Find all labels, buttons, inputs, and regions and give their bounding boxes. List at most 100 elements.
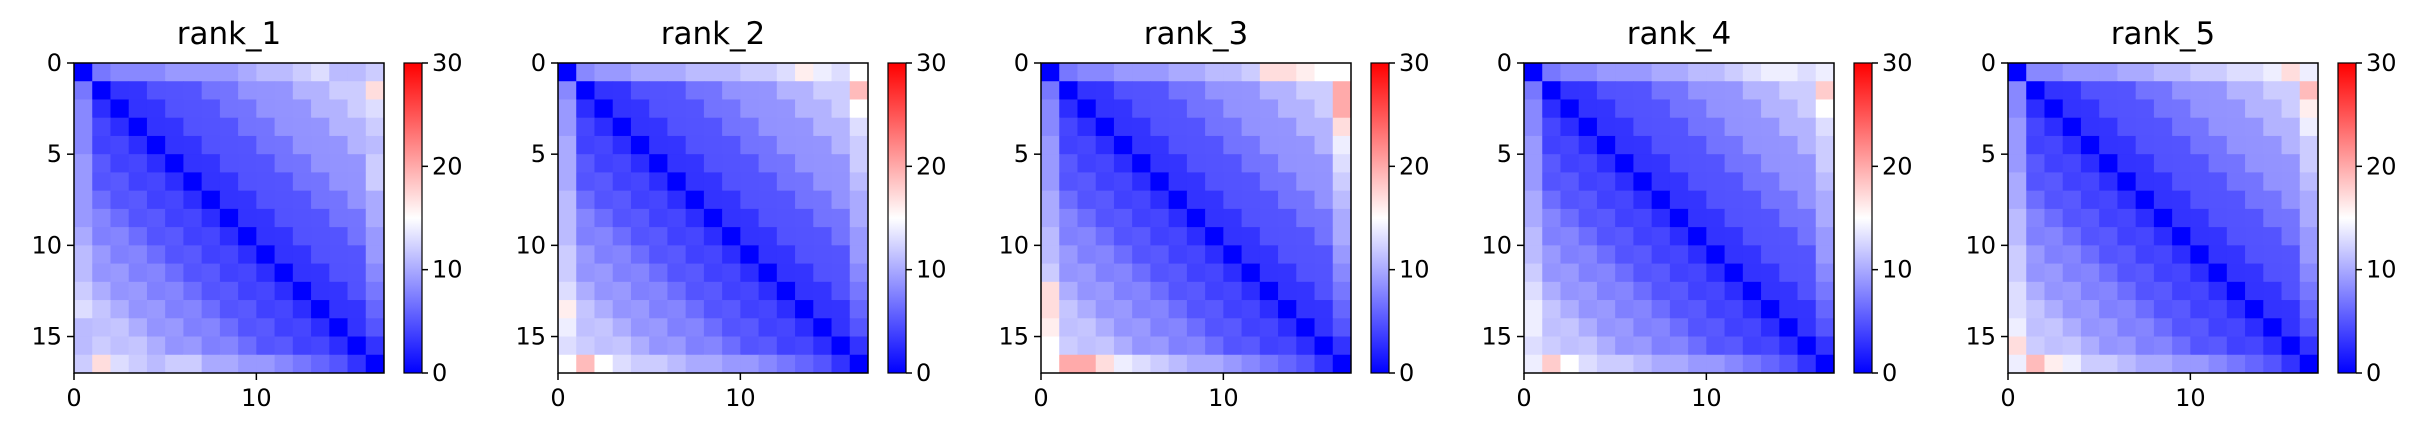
heatmap-cell [1278,172,1297,192]
heatmap-cell [594,245,614,265]
heatmap-cell [1779,263,1799,283]
heatmap-cell [329,318,349,338]
heatmap-cell [576,154,595,173]
heatmap-cell [594,336,614,356]
heatmap-cell [183,354,203,374]
heatmap-cell [612,336,632,356]
heatmap-cell [1761,227,1780,246]
heatmap-cell [667,354,687,374]
heatmap-cell [1041,190,1060,210]
heatmap-cell [1615,154,1634,173]
heatmap-cell [1669,281,1689,301]
heatmap-cell [347,227,367,246]
heatmap-cell [2299,336,2319,356]
heatmap-cell [1560,99,1580,119]
heatmap-cell [74,336,93,356]
x-tick-label: 10 [1691,384,1722,412]
heatmap-cell [165,336,184,356]
heatmap-cell [1168,208,1188,228]
heatmap-cell [1669,190,1689,210]
heatmap-cell [685,336,705,356]
heatmap-cell [1259,117,1279,137]
heatmap-cell [92,117,111,137]
heatmap-cell [2190,154,2210,173]
heatmap-cell [2099,172,2118,192]
heatmap-cell [2062,117,2082,137]
heatmap-cell [1095,81,1115,100]
heatmap-cell [1077,300,1097,319]
heatmap-cell [776,117,796,137]
heatmap-cell [2190,318,2210,338]
heatmap-cell [2245,281,2264,301]
colorbar-tick-label: 10 [1882,256,1913,284]
heatmap-cell [558,81,577,100]
heatmap-cell [256,300,276,319]
heatmap-cell [630,263,650,283]
heatmap-cell [1761,63,1780,82]
heatmap-cells [558,63,869,374]
heatmap-cell [558,318,577,338]
heatmap-cell [110,300,130,319]
heatmap-cell [74,172,93,192]
heatmap-cell [2299,354,2319,374]
heatmap-cell [2099,117,2118,137]
heatmap-cell [558,263,577,283]
heatmap-cell [146,300,166,319]
heatmap-cell [1761,263,1780,283]
heatmap-cell [1041,135,1060,155]
x-tick-label: 0 [1516,384,1531,412]
heatmap-cell [740,208,760,228]
heatmap-cell [649,245,668,265]
heatmap-cell [1095,318,1115,338]
heatmap-cell [219,245,239,265]
heatmap-cell [1815,135,1835,155]
heatmap-cell [1742,336,1762,356]
heatmap-cell [1669,154,1689,173]
heatmap-cell [311,172,330,192]
heatmap-cell [740,172,760,192]
heatmap-cell [1077,318,1097,338]
heatmap-cell [813,208,833,228]
heatmap-cell [128,99,148,119]
heatmap-cell [2299,227,2319,246]
heatmap-cell [576,263,595,283]
heatmap-cell [758,154,778,173]
heatmap-cell [2281,318,2301,338]
y-tick-label: 10 [31,231,62,259]
heatmap-cell [667,117,687,137]
heatmap-cell [146,63,166,82]
heatmap-cell [1077,63,1097,82]
heatmap-cell [1815,336,1835,356]
heatmap-cell [831,354,851,374]
heatmap-cell [649,208,668,228]
heatmap-cell [1688,208,1707,228]
heatmap-cell [2099,208,2118,228]
heatmap-cell [2135,318,2155,338]
heatmap-cell [2190,336,2210,356]
heatmap-cell [1651,318,1671,338]
heatmap-cell [1797,245,1817,265]
heatmap-cell [1077,354,1097,374]
heatmap-cell [1223,63,1243,82]
heatmap-cell [795,117,814,137]
heatmap-cell [347,135,367,155]
heatmap-cell [1332,190,1352,210]
heatmap-cell [2117,245,2137,265]
heatmap-cell [1186,227,1206,246]
heatmap-cell [1113,263,1133,283]
heatmap-cell [2080,154,2100,173]
heatmap-cell [685,135,705,155]
heatmap-cell [813,354,833,374]
heatmap-cell [685,99,705,119]
heatmap-cell [849,208,869,228]
heatmap-cell [1615,354,1634,374]
heatmap-cell [1077,117,1097,137]
heatmap-cell [1761,300,1780,319]
heatmap-cell [758,99,778,119]
heatmap-cell [2153,99,2173,119]
heatmap-cell [1815,208,1835,228]
heatmap-cell [1314,281,1334,301]
y-tick-label: 10 [515,231,546,259]
heatmap-cell [1095,172,1115,192]
heatmap-cell [2245,300,2264,319]
